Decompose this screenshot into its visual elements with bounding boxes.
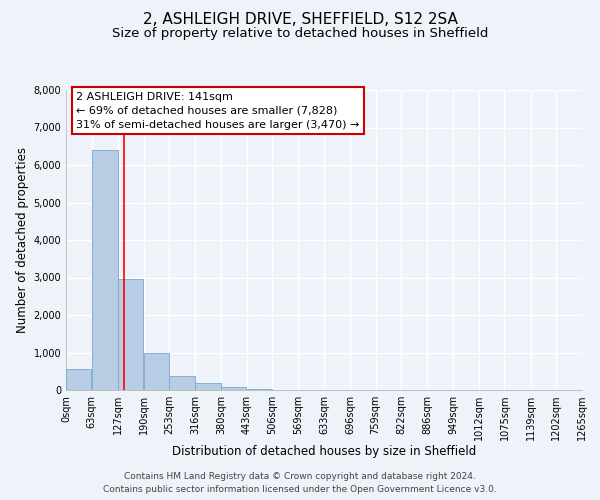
Text: Contains public sector information licensed under the Open Government Licence v3: Contains public sector information licen… (103, 485, 497, 494)
Bar (118, 280, 143, 390)
Bar (195, 384, 221, 390)
Bar (144, 352, 169, 390)
Bar (92, 150, 118, 390)
Text: 2, ASHLEIGH DRIVE, SHEFFIELD, S12 2SA: 2, ASHLEIGH DRIVE, SHEFFIELD, S12 2SA (143, 12, 457, 28)
Text: Size of property relative to detached houses in Sheffield: Size of property relative to detached ho… (112, 28, 488, 40)
Bar (66, 370, 91, 390)
Bar (169, 376, 194, 390)
Bar (247, 389, 272, 390)
Bar (221, 387, 247, 390)
X-axis label: Distribution of detached houses by size in Sheffield: Distribution of detached houses by size … (172, 444, 476, 458)
Text: Contains HM Land Registry data © Crown copyright and database right 2024.: Contains HM Land Registry data © Crown c… (124, 472, 476, 481)
Y-axis label: Number of detached properties: Number of detached properties (16, 147, 29, 333)
Text: 2 ASHLEIGH DRIVE: 141sqm
← 69% of detached houses are smaller (7,828)
31% of sem: 2 ASHLEIGH DRIVE: 141sqm ← 69% of detach… (76, 92, 359, 130)
